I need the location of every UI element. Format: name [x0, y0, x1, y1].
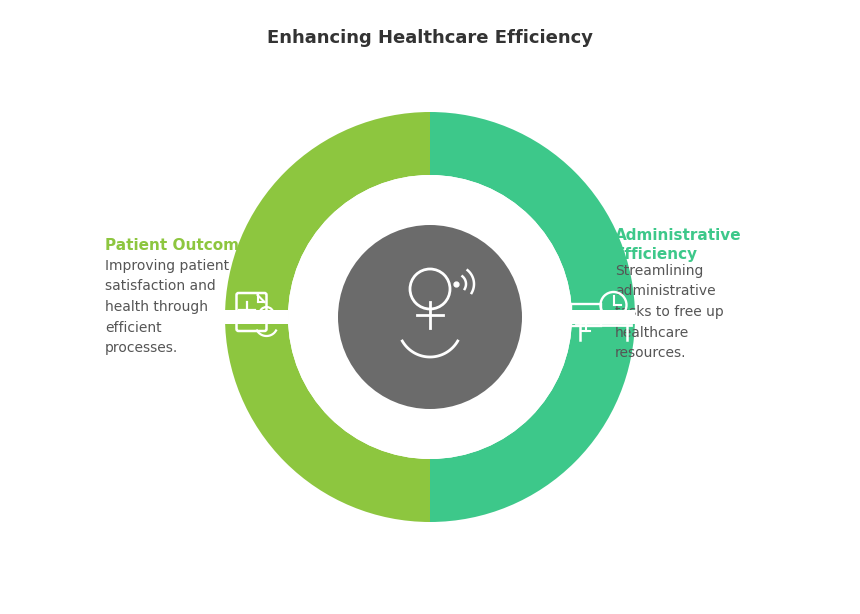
Wedge shape	[430, 112, 635, 522]
Text: Enhancing Healthcare Efficiency: Enhancing Healthcare Efficiency	[267, 29, 593, 47]
Text: Streamlining
administrative
tasks to free up
healthcare
resources.: Streamlining administrative tasks to fre…	[615, 264, 724, 360]
FancyBboxPatch shape	[572, 310, 635, 324]
Text: Improving patient
satisfaction and
health through
efficient
processes.: Improving patient satisfaction and healt…	[105, 258, 229, 356]
Wedge shape	[225, 112, 430, 522]
Text: Patient Outcomes: Patient Outcomes	[105, 238, 258, 252]
FancyBboxPatch shape	[225, 310, 288, 324]
Circle shape	[338, 225, 522, 409]
Text: Administrative
Efficiency: Administrative Efficiency	[615, 228, 741, 262]
Circle shape	[288, 175, 572, 459]
